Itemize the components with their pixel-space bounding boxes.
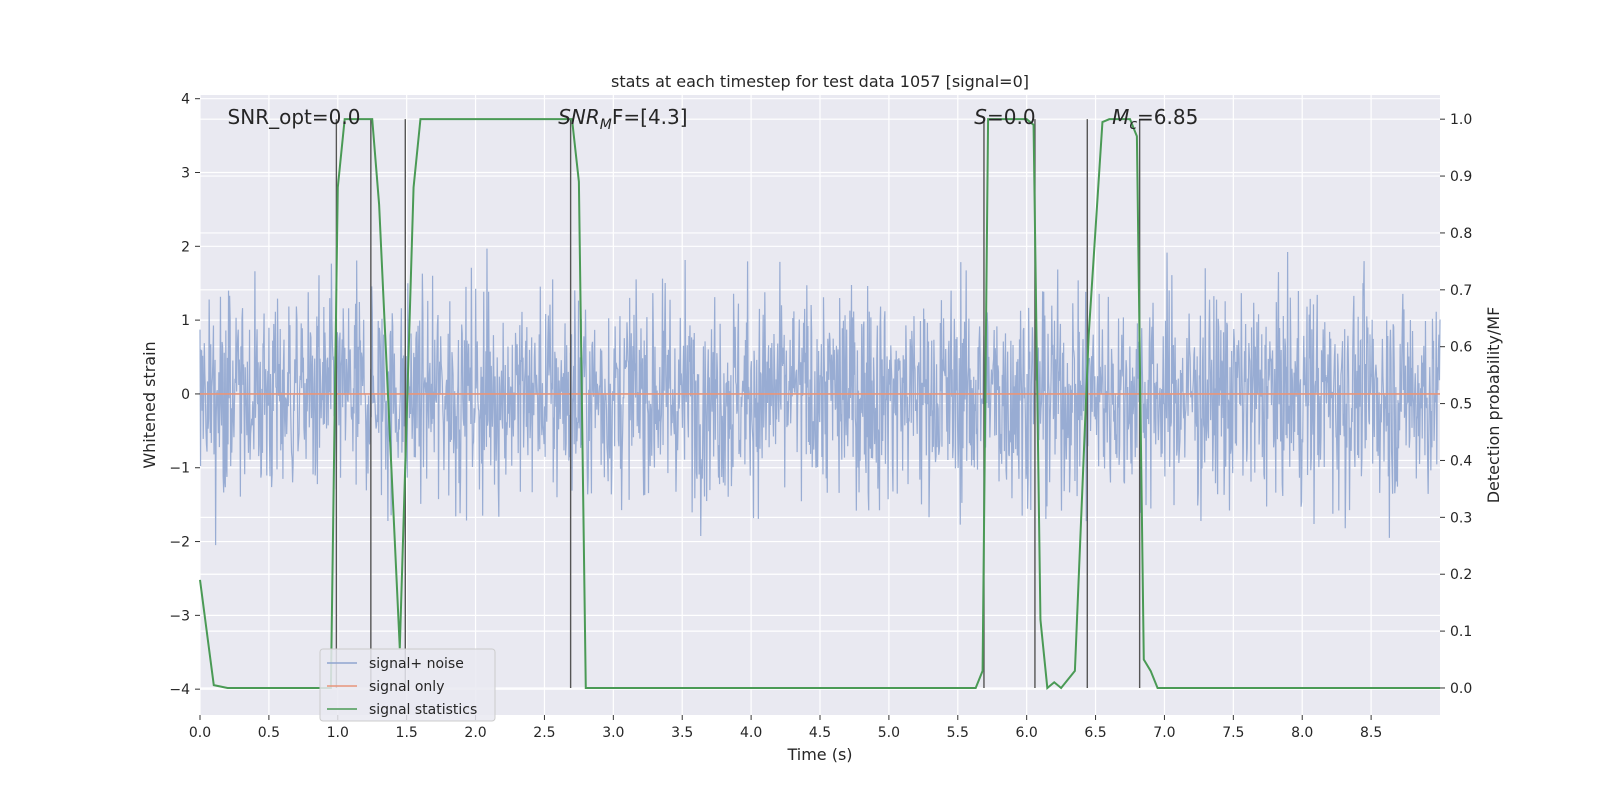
y-tick-label-right: 0.9: [1450, 169, 1472, 185]
y-tick-label-left: −1: [169, 461, 190, 477]
y-tick-label-right: 0.6: [1450, 340, 1472, 356]
y-tick-label-right: 0.2: [1450, 567, 1472, 583]
y-tick-label-left: 2: [181, 239, 190, 255]
legend-label-signal-only: signal only: [369, 679, 444, 695]
y-tick-label-left: 4: [181, 92, 190, 108]
x-tick-label: 1.0: [327, 725, 349, 741]
series-signal-statistics: [199, 118, 1440, 690]
x-tick-label: 4.5: [809, 725, 831, 741]
x-axis-label: Time (s): [786, 745, 852, 764]
annotation-snr-opt: SNR_opt=0.0: [228, 105, 361, 129]
x-tick-label: 6.5: [1084, 725, 1106, 741]
y-tick-label-left: −3: [169, 608, 190, 624]
y-tick-label-right: 0.0: [1450, 681, 1472, 697]
x-tick-label: 2.0: [464, 725, 486, 741]
y-tick-label-right: 1.0: [1450, 112, 1472, 128]
x-tick-label: 2.5: [533, 725, 555, 741]
x-tick-label: 7.5: [1222, 725, 1244, 741]
x-tick-label: 0.0: [189, 725, 211, 741]
chart-title: stats at each timestep for test data 105…: [611, 72, 1029, 91]
legend-label-signal-plus-noise: signal+ noise: [369, 656, 464, 672]
legend-label-signal-statistics: signal statistics: [369, 702, 477, 718]
y-tick-label-left: 3: [181, 166, 190, 182]
y-tick-label-left: 1: [181, 313, 190, 329]
legend-box: [319, 648, 496, 722]
x-tick-label: 8.0: [1291, 725, 1313, 741]
y-axis-label-left: Whitened strain: [140, 341, 159, 468]
x-tick-label: 3.5: [671, 725, 693, 741]
y-tick-label-right: 0.1: [1450, 624, 1472, 640]
y-tick-label-right: 0.7: [1450, 283, 1472, 299]
x-tick-label: 0.5: [258, 725, 280, 741]
annotation-mc: Mc=6.85: [1112, 105, 1198, 133]
y-tick-label-left: −4: [169, 682, 190, 698]
axis-ticks: 0.0 0.5 1.0 1.5 2.0 2.5 3.0 3.5 4.0 4.5 5.0 5.5 6.0 6…: [169, 92, 1472, 741]
x-tick-label: 5.0: [878, 725, 900, 741]
legend: signal+ noise signal only signal statist…: [319, 648, 496, 722]
annotation-snr-mf: SNRMF=[4.3]: [558, 105, 687, 133]
x-tick-label: 7.0: [1153, 725, 1175, 741]
y-tick-label-right: 0.5: [1450, 397, 1472, 413]
x-tick-label: 1.5: [396, 725, 418, 741]
y-axis-label-right: Detection probability/MF: [1484, 307, 1503, 504]
annotations: SNR_opt=0.0 SNRMF=[4.3] S=0.0 Mc=6.85: [228, 105, 1199, 133]
x-tick-label: 5.5: [947, 725, 969, 741]
x-tick-label: 6.0: [1016, 725, 1038, 741]
annotation-s-stat: S=0.0: [974, 105, 1035, 129]
x-tick-label: 3.0: [602, 725, 624, 741]
y-tick-label-right: 0.3: [1450, 510, 1472, 526]
statistics-line: [199, 118, 1440, 690]
y-tick-label-right: 0.4: [1450, 453, 1472, 469]
y-tick-label-left: 0: [181, 387, 190, 403]
x-tick-label: 4.0: [740, 725, 762, 741]
y-tick-label-left: −2: [169, 535, 190, 551]
x-tick-label: 8.5: [1360, 725, 1382, 741]
y-tick-label-right: 0.8: [1450, 226, 1472, 242]
